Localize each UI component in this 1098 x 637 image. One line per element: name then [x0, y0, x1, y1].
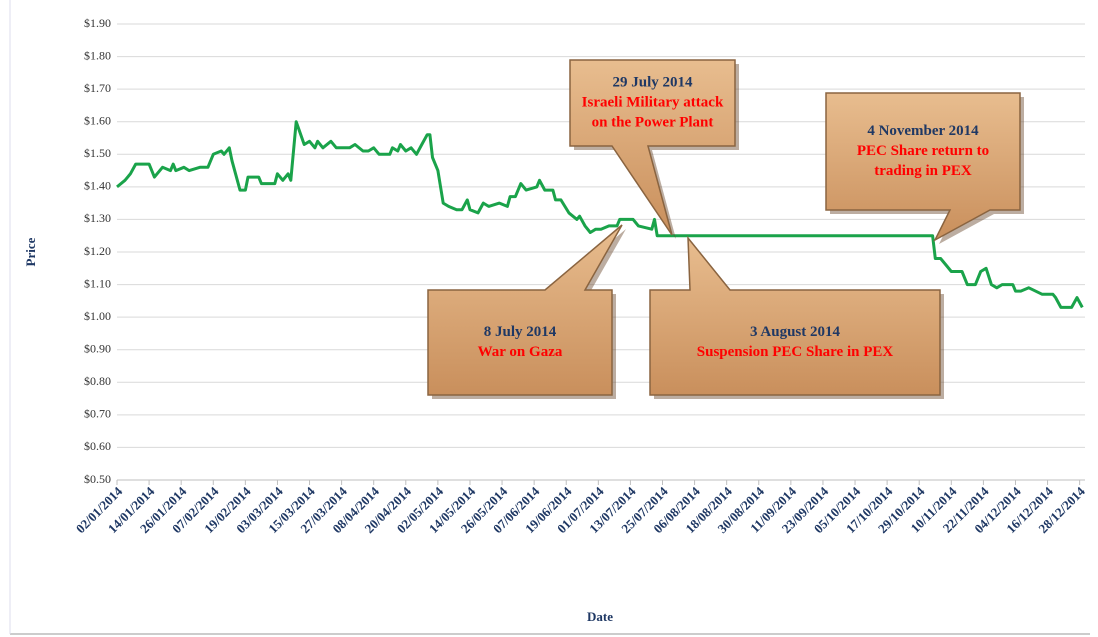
y-tick-label: $1.50: [84, 146, 111, 160]
x-axis-label: Date: [587, 609, 613, 624]
callout-text: Suspension PEC Share in PEX: [697, 344, 894, 360]
callout-text: Israeli Military attack: [582, 94, 724, 110]
callout-title: 29 July 2014: [612, 74, 693, 90]
y-tick-label: $1.20: [84, 244, 111, 258]
y-tick-label: $1.00: [84, 309, 111, 323]
callout: [649, 235, 941, 396]
y-tick-label: $0.60: [84, 439, 111, 453]
y-tick-label: $0.90: [84, 341, 111, 355]
y-axis-label: Price: [23, 237, 38, 266]
callout-text: on the Power Plant: [592, 114, 714, 130]
y-tick-label: $1.40: [84, 179, 111, 193]
callout-text: trading in PEX: [874, 163, 972, 179]
callout-title: 8 July 2014: [484, 324, 557, 340]
y-tick-label: $1.10: [84, 276, 111, 290]
callout-title: 4 November 2014: [867, 123, 979, 139]
price-line: [116, 120, 1084, 309]
y-tick-label: $0.80: [84, 374, 111, 388]
y-tick-label: $1.80: [84, 48, 111, 62]
callout: [427, 224, 623, 396]
callout-text: PEC Share return to: [857, 143, 989, 159]
y-tick-label: $0.70: [84, 407, 111, 421]
callout: [825, 92, 1021, 242]
y-tick-label: $1.30: [84, 211, 111, 225]
y-tick-label: $1.60: [84, 113, 111, 127]
y-tick-label: $1.70: [84, 81, 111, 95]
callout: [569, 59, 736, 236]
y-tick-label: $1.90: [84, 16, 111, 30]
callout-title: 3 August 2014: [750, 324, 841, 340]
callout-text: War on Gaza: [478, 344, 563, 360]
y-tick-label: $0.50: [84, 472, 111, 486]
